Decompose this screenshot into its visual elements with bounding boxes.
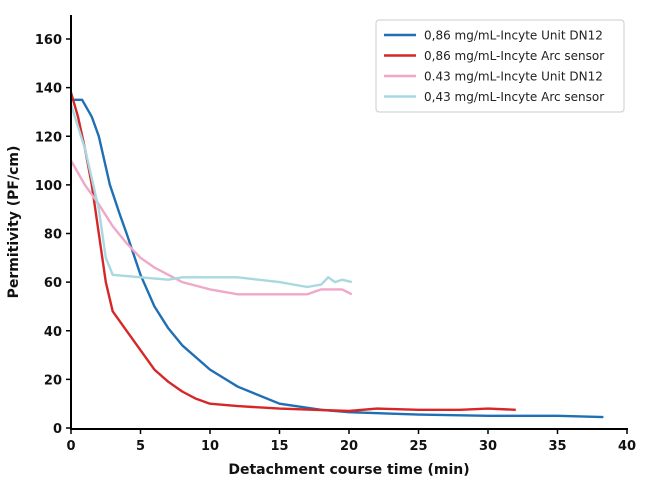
legend-box [375,19,625,113]
y-tick-label: 160 [35,33,62,48]
x-tick-label: 5 [136,439,145,454]
y-tick-label: 100 [35,179,62,194]
legend-label: 0,86 mg/mL-Incyte Unit DN12 [424,29,603,43]
x-tick-label: 0 [66,439,75,454]
x-tick-label: 20 [340,439,358,454]
y-tick-label: 60 [44,276,62,291]
y-tick-label: 40 [44,325,62,340]
x-axis-label: Detachment course time (min) [228,462,469,478]
y-axis-label: Permitivity (PF/cm) [6,146,22,299]
series-line-2 [69,160,353,296]
x-tick-label: 30 [479,439,497,454]
legend: 0,86 mg/mL-Incyte Unit DN12 0,86 mg/mL-In… [375,19,625,113]
series-lines [69,92,604,419]
x-tick-label: 35 [548,439,566,454]
x-tick-label: 25 [409,439,427,454]
x-tick-label: 15 [270,439,288,454]
x-tick-label: 10 [201,439,219,454]
x-tick-label: 40 [618,439,636,454]
ticks: 0 5 10 15 20 25 30 35 40 0 20 40 60 80 100 120 140 160 [35,33,636,454]
y-tick-label: 20 [44,373,62,388]
y-tick-label: 80 [44,228,62,243]
y-tick-label: 120 [35,130,62,145]
legend-label: 0,86 mg/mL-Incyte Arc sensor [424,49,604,63]
legend-label: 0.43 mg/mL-Incyte Unit DN12 [424,70,603,84]
y-tick-label: 0 [53,422,62,437]
series-line-1 [69,92,516,413]
series-line-3 [69,104,353,289]
series-line-0 [71,98,604,419]
y-tick-label: 140 [35,82,62,97]
legend-label: 0,43 mg/mL-Incyte Arc sensor [424,90,604,104]
